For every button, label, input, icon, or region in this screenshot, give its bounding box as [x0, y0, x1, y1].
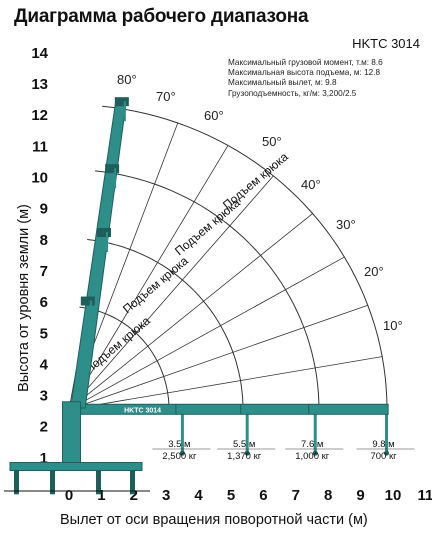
y-tick-10: 10 [31, 170, 48, 187]
boom-joint-2 [97, 228, 112, 238]
angle-label-70: 70° [156, 89, 176, 104]
hook-lift-label-4: Подъем крюка [220, 149, 291, 212]
boom-joint-4 [114, 97, 129, 107]
outrigger-leg-2 [50, 470, 55, 495]
angle-label-50: 50° [262, 134, 282, 149]
capacity-reach-1: 3.5 м [168, 439, 190, 450]
range-arc-2 [87, 239, 244, 410]
y-tick-5: 5 [40, 325, 48, 342]
capacity-load-3: 1,000 кг [295, 451, 330, 462]
x-tick-1: 1 [97, 487, 105, 504]
x-tick-4: 4 [194, 487, 203, 504]
x-tick-11: 11 [417, 487, 432, 504]
boom-joint-3 [105, 164, 120, 174]
capacity-load-4: 700 кг [370, 451, 397, 462]
y-tick-8: 8 [40, 232, 48, 249]
boom-joint-1 [80, 296, 95, 306]
range-arc-4 [102, 105, 388, 410]
spec-capacity: Грузоподъемность, кг/м: 3,200/2.5 [228, 88, 357, 98]
spec-max-moment: Максимальный грузовой момент, т.м: 8.6 [228, 58, 383, 67]
hook-icon [244, 450, 250, 456]
x-tick-7: 7 [292, 487, 300, 504]
x-tick-6: 6 [259, 487, 267, 504]
y-tick-11: 11 [32, 138, 48, 155]
x-tick-9: 9 [356, 487, 364, 504]
angle-label-40: 40° [301, 177, 321, 192]
x-tick-10: 10 [385, 487, 402, 504]
hook-icon [384, 450, 390, 456]
angle-label-60: 60° [204, 108, 224, 123]
x-axis-label: Вылет от оси вращения поворотной части (… [60, 512, 368, 528]
outrigger-leg-1 [14, 470, 19, 495]
angle-ray-60 [68, 145, 229, 410]
x-tick-8: 8 [324, 487, 332, 504]
capacity-load-1: 2,500 кг [162, 451, 197, 462]
y-tick-6: 6 [40, 294, 48, 311]
spec-max-height: Максимальная высота подъема, м: 12.8 [228, 68, 381, 78]
boom-label: HKTC 3014 [124, 408, 161, 415]
y-tick-2: 2 [40, 419, 48, 436]
crane-column [62, 401, 82, 465]
angle-label-80: 80° [117, 72, 137, 87]
y-tick-4: 4 [40, 356, 49, 373]
outrigger-leg-3 [96, 470, 101, 495]
range-arc-1 [79, 306, 170, 410]
specs-box: Максимальный грузовой момент, т.м: 8.6 М… [228, 58, 383, 99]
hook-lift-label-2: Подъем крюка [120, 253, 191, 316]
y-tick-1: 1 [40, 450, 48, 467]
y-tick-12: 12 [31, 107, 48, 124]
y-tick-9: 9 [40, 201, 48, 218]
capacity-reach-4: 9.8 м [372, 439, 394, 450]
hook-icon [179, 450, 185, 456]
x-tick-3: 3 [162, 487, 170, 504]
angle-ray-10 [68, 356, 383, 410]
spec-max-reach: Максимальный вылет, м: 9.8 [228, 78, 337, 88]
x-tick-5: 5 [227, 487, 235, 504]
model-name: HKTC 3014 [352, 36, 420, 51]
y-tick-3: 3 [40, 388, 48, 405]
diagram-title: Диаграмма рабочего диапазона [14, 6, 309, 27]
y-tick-13: 13 [31, 76, 48, 93]
x-tick-2: 2 [130, 487, 138, 504]
crane-base [9, 462, 143, 472]
angle-ray-30 [68, 256, 345, 410]
angle-label-20: 20° [364, 264, 384, 279]
capacity-load-2: 1,370 кг [227, 451, 262, 462]
hook-icon [312, 450, 318, 456]
y-tick-7: 7 [40, 263, 48, 280]
capacity-reach-2: 5.5 м [233, 439, 255, 450]
x-tick-0: 0 [65, 487, 73, 504]
y-tick-14: 14 [31, 45, 48, 62]
outrigger-leg-4 [130, 470, 135, 495]
angle-label-30: 30° [336, 217, 356, 232]
angle-ray-40 [68, 213, 313, 410]
capacity-reach-3: 7.6 м [301, 439, 323, 450]
range-arc-3 [95, 170, 320, 410]
angle-ray-20 [68, 304, 368, 410]
angle-ray-50 [68, 175, 274, 410]
angle-label-10: 10° [383, 318, 403, 333]
